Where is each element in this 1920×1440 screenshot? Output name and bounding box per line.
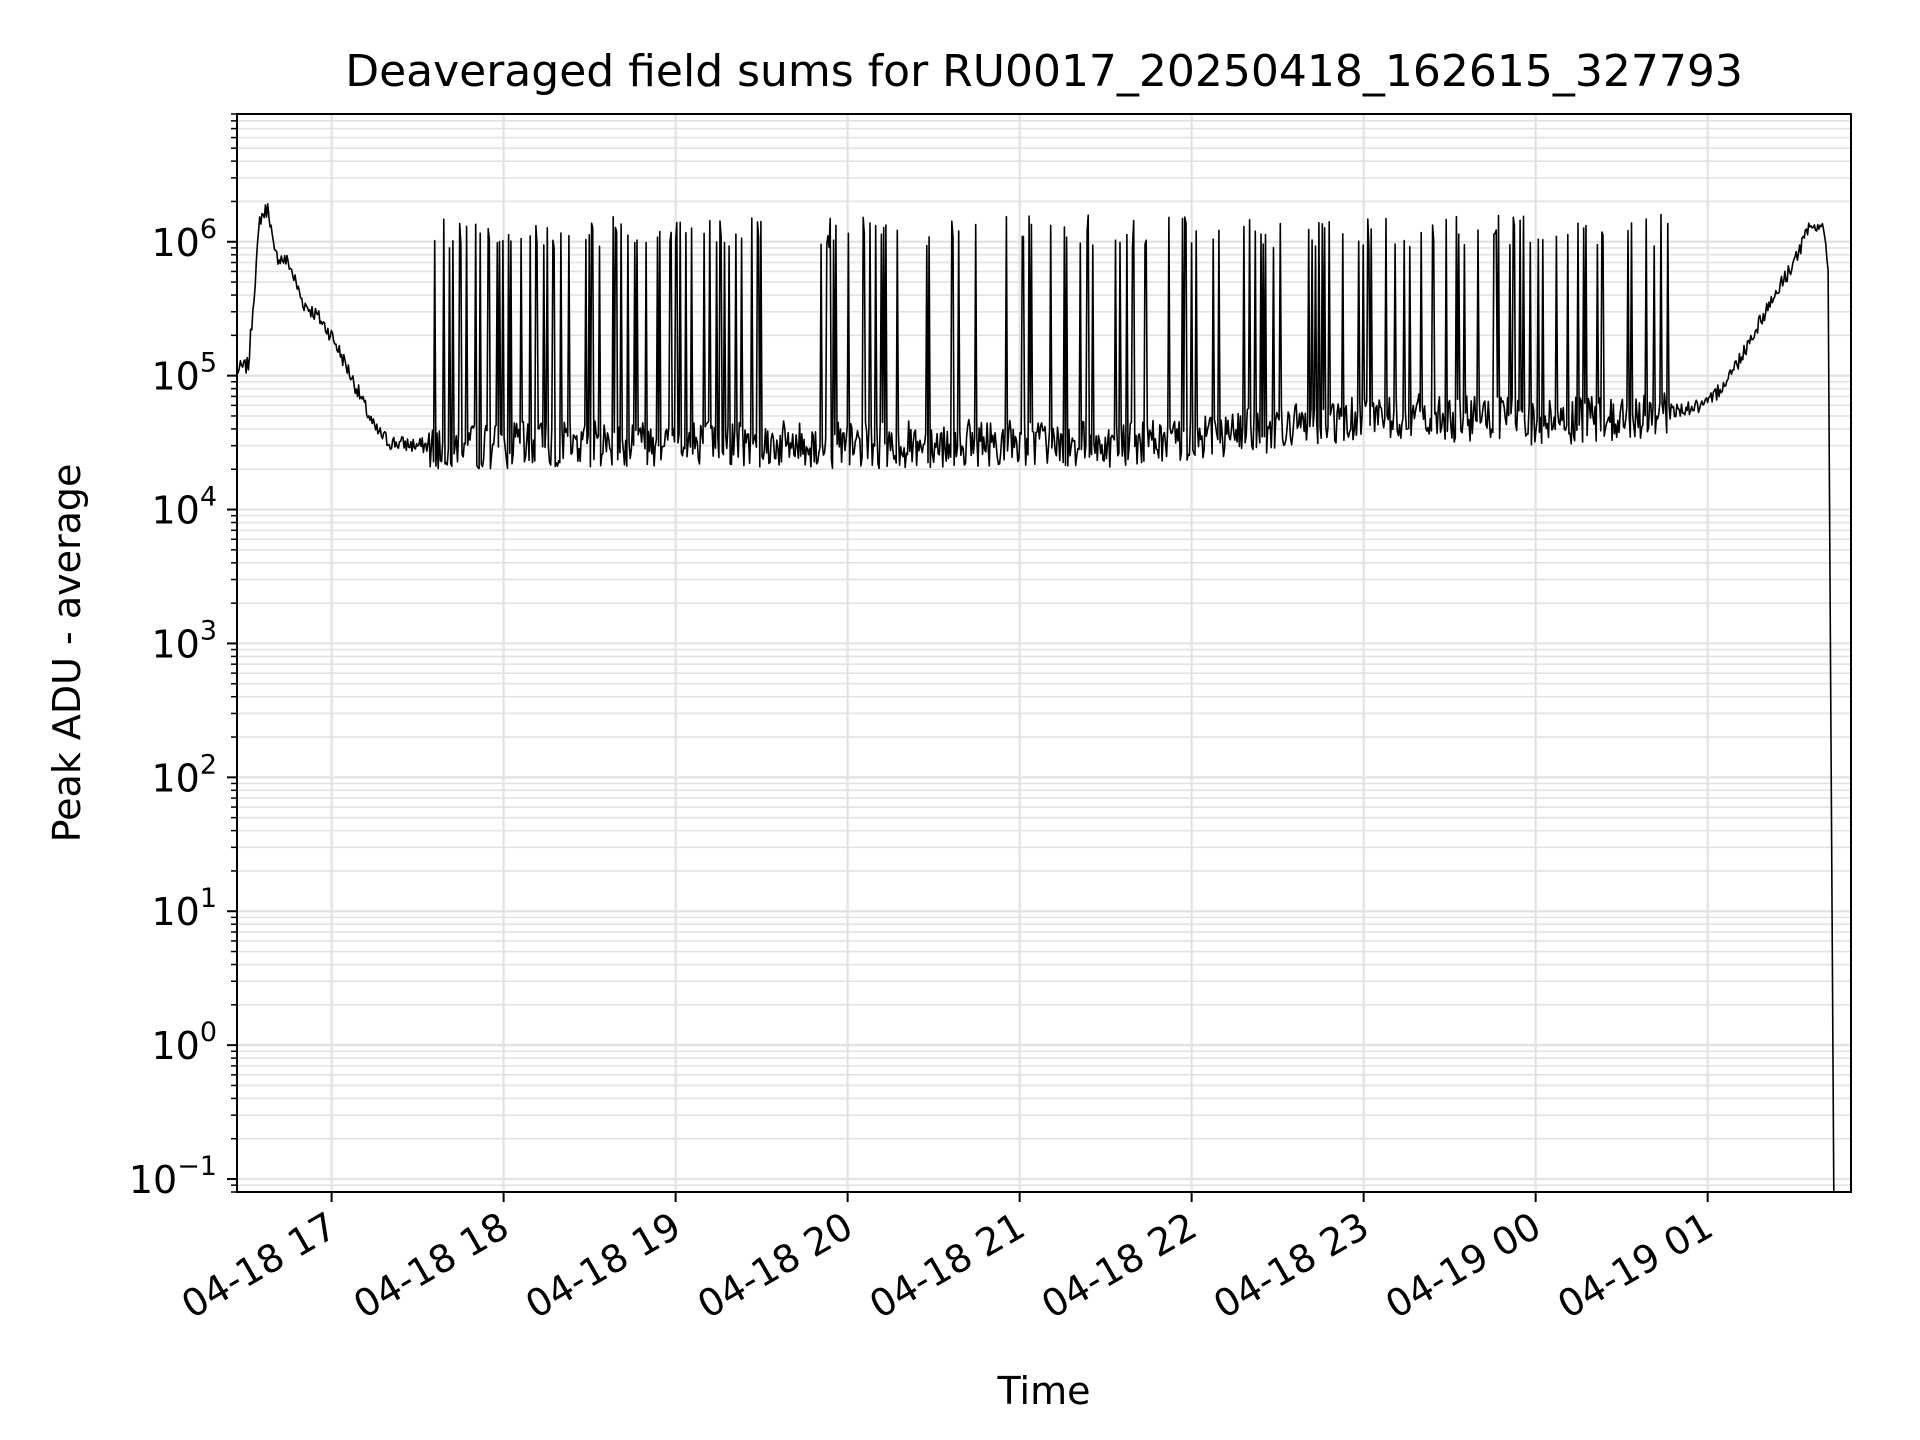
y-tick-exponent: 5 [200, 348, 217, 379]
series-line [236, 203, 1835, 1193]
y-tick-base: 10 [151, 355, 199, 399]
x-tick-label: 04-19 00 [1378, 1204, 1548, 1328]
plot-frame [236, 113, 1852, 1193]
chart-title: Deaveraged field sums for RU0017_2025041… [345, 46, 1743, 97]
y-axis-label: Peak ADU - average [45, 464, 89, 843]
x-tick-label: 04-18 22 [1034, 1204, 1204, 1328]
grid [237, 113, 1851, 1193]
x-tick-label: 04-18 21 [862, 1204, 1032, 1328]
x-axis: 04-18 17 04-18 18 04-18 19 04-18 20 04-18 21… [174, 1192, 1720, 1327]
y-tick-label: 102 [151, 749, 217, 800]
y-tick-base: 10 [151, 221, 199, 265]
y-tick-exponent: 0 [200, 1017, 217, 1048]
x-tick-label: 04-19 01 [1550, 1204, 1720, 1328]
y-tick-label: 104 [151, 482, 217, 533]
y-tick-label: 103 [151, 615, 217, 666]
x-axis-label: Time [997, 1369, 1091, 1413]
y-tick-label: 10−1 [129, 1151, 217, 1202]
plot-area [236, 203, 1835, 1193]
y-tick-label: 101 [151, 883, 217, 934]
y-tick-exponent: 4 [200, 482, 217, 513]
y-tick-exponent: 2 [200, 749, 217, 780]
x-tick-label: 04-18 17 [174, 1204, 344, 1328]
y-tick-base: 10 [151, 756, 199, 800]
y-tick-exponent: −1 [177, 1151, 217, 1182]
y-tick-label: 106 [151, 214, 217, 265]
y-tick-base: 10 [151, 489, 199, 533]
y-tick-label: 105 [151, 348, 217, 399]
y-tick-base: 10 [151, 890, 199, 934]
x-tick-label: 04-18 23 [1206, 1204, 1376, 1328]
x-tick-label: 04-18 20 [690, 1204, 860, 1328]
x-tick-label: 04-18 18 [346, 1204, 516, 1328]
y-tick-base: 10 [129, 1158, 177, 1202]
y-tick-exponent: 1 [200, 883, 217, 914]
x-tick-label: 04-18 19 [518, 1204, 688, 1328]
y-tick-exponent: 3 [200, 615, 217, 646]
y-tick-label: 100 [151, 1017, 217, 1068]
y-tick-exponent: 6 [200, 214, 217, 245]
y-tick-base: 10 [151, 622, 199, 666]
y-tick-base: 10 [151, 1024, 199, 1068]
